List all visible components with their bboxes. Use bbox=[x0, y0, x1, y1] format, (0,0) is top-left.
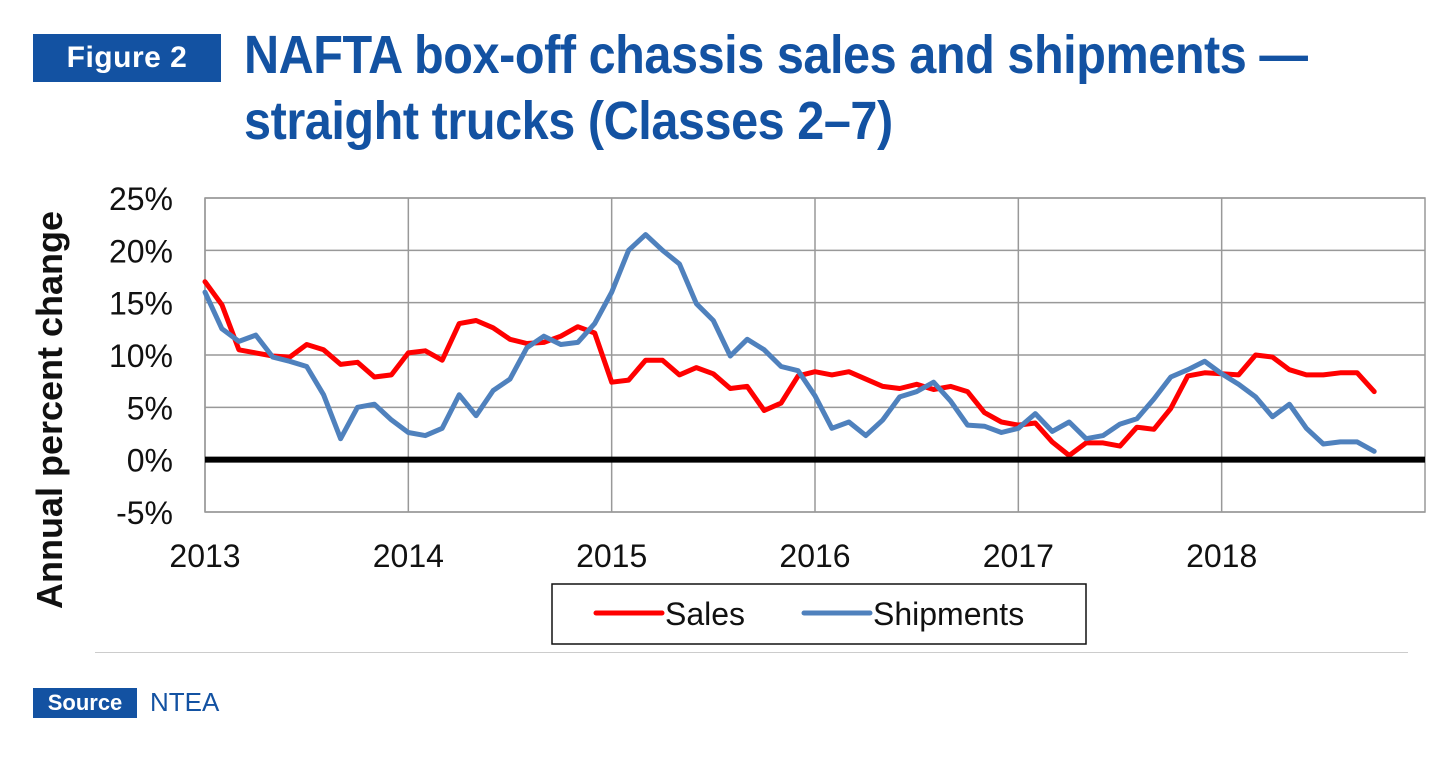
divider-rule bbox=[95, 652, 1408, 653]
series-line-sales bbox=[202, 279, 1377, 458]
y-tick-label: 0% bbox=[127, 443, 173, 479]
chart-title: NAFTA box-off chassis sales and shipment… bbox=[244, 25, 1308, 151]
x-tick-label: 2015 bbox=[576, 538, 647, 574]
x-tick-label: 2018 bbox=[1186, 538, 1257, 574]
series-line-shipments bbox=[202, 232, 1377, 454]
x-tick-label: 2014 bbox=[373, 538, 444, 574]
y-tick-label: 20% bbox=[109, 233, 173, 269]
y-tick-label: 5% bbox=[127, 390, 173, 426]
x-tick-label: 2013 bbox=[169, 538, 240, 574]
source-badge: Source bbox=[33, 688, 137, 718]
legend-label-sales: Sales bbox=[665, 596, 745, 632]
x-tick-label: 2016 bbox=[779, 538, 850, 574]
x-tick-label: 2017 bbox=[983, 538, 1054, 574]
line-chart: 25% 20% 15% 10% 5% 0% -5% 2013 2014 2015 2016 2017 2… bbox=[109, 181, 1426, 645]
y-tick-label: -5% bbox=[116, 495, 173, 531]
y-tick-label: 25% bbox=[109, 181, 173, 217]
source-value: NTEA bbox=[150, 687, 220, 717]
legend-label-shipments: Shipments bbox=[873, 596, 1024, 632]
figure-label-badge: Figure 2 bbox=[33, 34, 221, 82]
y-tick-label: 15% bbox=[109, 286, 173, 322]
y-tick-label: 10% bbox=[109, 338, 173, 374]
